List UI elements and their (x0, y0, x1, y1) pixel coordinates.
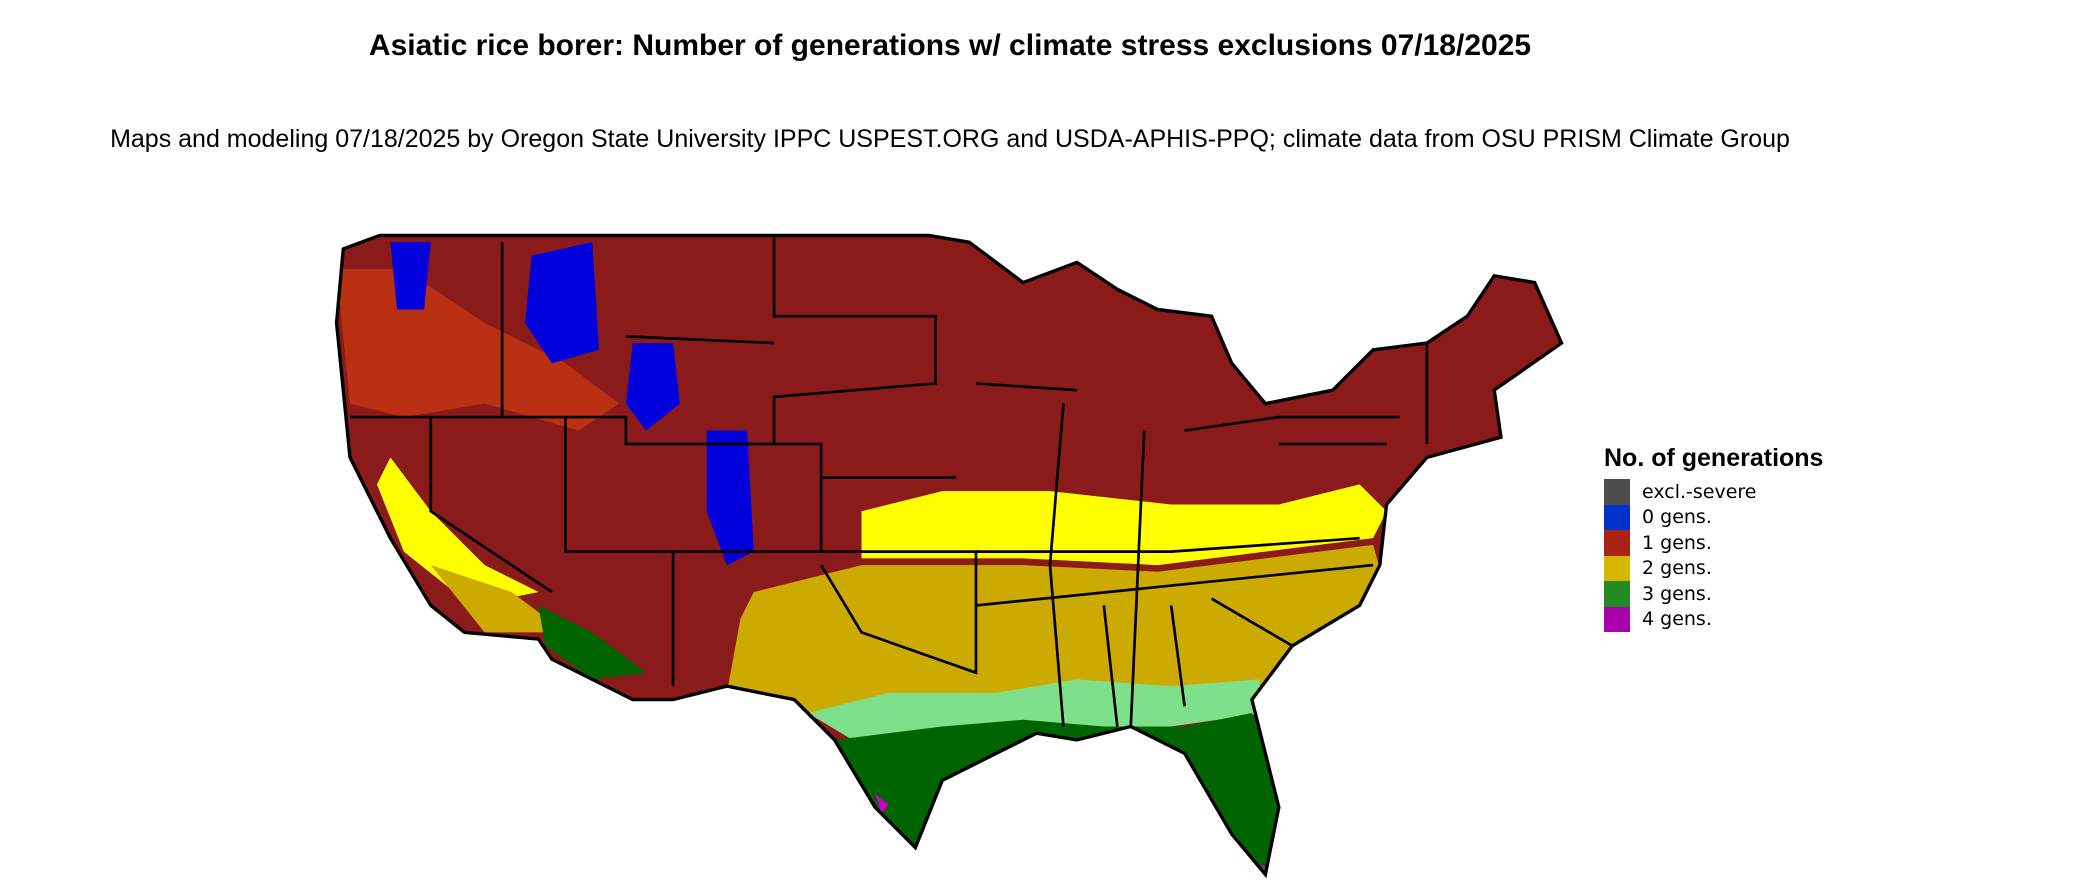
state-borders (350, 235, 1429, 727)
legend-label: 0 gens. (1642, 506, 1712, 529)
map-subtitle: Maps and modeling 07/18/2025 by Oregon S… (110, 125, 1790, 153)
region-0-gen-rockies (390, 242, 754, 566)
legend-swatch (1604, 581, 1630, 607)
region-4-gen (875, 793, 1273, 875)
legend-swatch (1604, 504, 1630, 530)
legend-label: 3 gens. (1642, 582, 1712, 605)
legend-swatch (1604, 530, 1630, 556)
legend-swatch (1604, 479, 1630, 505)
legend-item-2-gens: 2 gens. (1604, 555, 1823, 581)
legend-swatch (1604, 555, 1630, 581)
region-3-gen-dark (538, 605, 1293, 875)
legend: No. of generations excl.-severe 0 gens. … (1604, 444, 1823, 632)
legend-label: 4 gens. (1642, 608, 1712, 631)
legend-label: 1 gens. (1642, 531, 1712, 554)
map-title: Asiatic rice borer: Number of generation… (368, 29, 1532, 62)
region-2-gen-light (376, 457, 1387, 606)
legend-label: 2 gens. (1642, 557, 1712, 580)
legend-swatch (1604, 606, 1630, 632)
legend-item-excl-severe: excl.-severe (1604, 479, 1823, 505)
legend-item-0-gens: 0 gens. (1604, 504, 1823, 530)
legend-label: excl.-severe (1642, 480, 1757, 503)
legend-item-4-gens: 4 gens. (1604, 606, 1823, 632)
legend-title: No. of generations (1604, 444, 1824, 472)
legend-item-1-gens: 1 gens. (1604, 530, 1823, 556)
legend-item-3-gens: 3 gens. (1604, 581, 1823, 607)
